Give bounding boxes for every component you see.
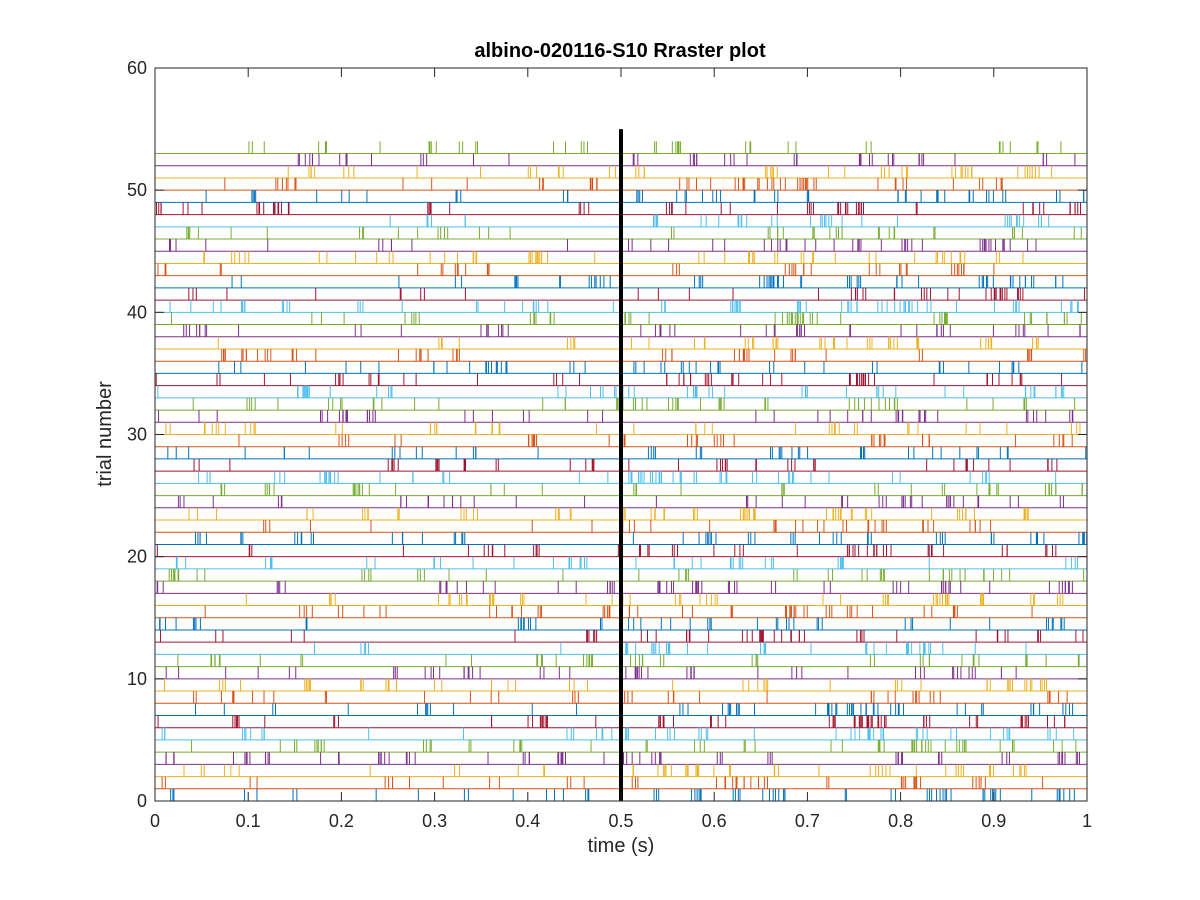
x-axis-ticks: 0 0.1 0.2 0.3 0.4 0.5 0.6 0.7 0.8 0.9 1 — [150, 68, 1092, 831]
y-tick-label: 30 — [127, 425, 147, 445]
x-tick-label: 0.2 — [329, 811, 354, 831]
y-tick-label: 40 — [127, 302, 147, 322]
y-tick-label: 0 — [137, 791, 147, 811]
x-tick-label: 1 — [1082, 811, 1092, 831]
x-tick-label: 0 — [150, 811, 160, 831]
x-axis-label: time (s) — [588, 835, 655, 857]
x-tick-label: 0.5 — [608, 811, 633, 831]
x-tick-label: 0.3 — [422, 811, 447, 831]
chart-title: albino-020116-S10 Rraster plot — [474, 40, 766, 62]
spike-ticks — [155, 141, 1088, 801]
x-tick-label: 0.7 — [795, 811, 820, 831]
y-axis-label: trial number — [94, 381, 116, 487]
x-tick-label: 0.8 — [888, 811, 913, 831]
plot-area — [154, 67, 1088, 802]
y-tick-label: 20 — [127, 547, 147, 567]
y-tick-label: 10 — [127, 669, 147, 689]
y-axis-ticks: 0 10 20 30 40 50 60 — [127, 58, 1087, 811]
x-tick-label: 0.6 — [702, 811, 727, 831]
x-tick-label: 0.1 — [236, 811, 261, 831]
y-tick-label: 50 — [127, 180, 147, 200]
y-tick-label: 60 — [127, 58, 147, 78]
x-tick-label: 0.9 — [981, 811, 1006, 831]
x-tick-label: 0.4 — [515, 811, 540, 831]
